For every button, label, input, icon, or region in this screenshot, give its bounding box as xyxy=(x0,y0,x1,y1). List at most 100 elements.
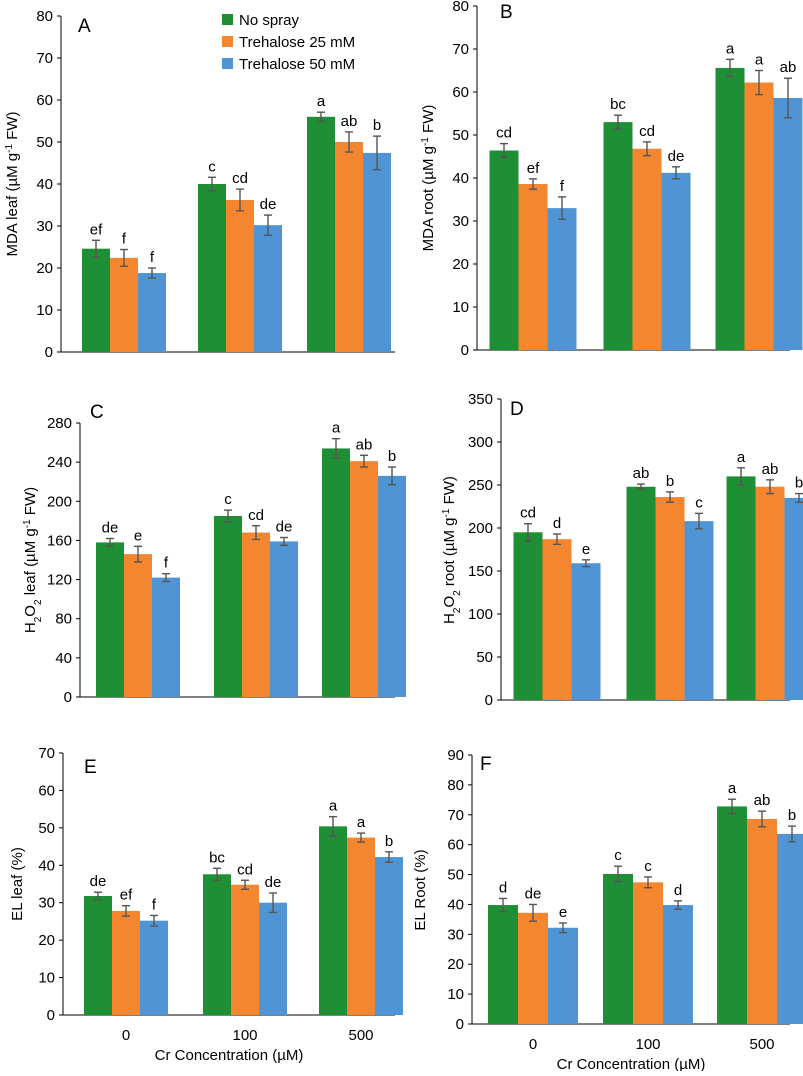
bar xyxy=(543,539,572,700)
bar xyxy=(656,497,685,700)
significance-letter: d xyxy=(499,879,507,896)
significance-letter: f xyxy=(560,178,565,195)
bar xyxy=(774,98,803,350)
y-tick-label: 0 xyxy=(47,1007,55,1024)
significance-letter: de xyxy=(276,518,293,535)
bar xyxy=(518,913,548,1024)
significance-letter: cd xyxy=(639,123,655,140)
significance-letter: a xyxy=(329,798,338,815)
y-tick-label: 40 xyxy=(447,896,464,913)
y-axis-label: H2O2 root (µM g-1 FW) xyxy=(441,476,463,624)
bar xyxy=(633,149,662,350)
y-axis-label: EL Root (%) xyxy=(412,849,429,930)
y-axis-label-part: FW) xyxy=(22,487,39,519)
significance-letter: ef xyxy=(90,221,103,238)
bar xyxy=(627,487,656,700)
y-tick-label: 80 xyxy=(55,611,72,628)
y-tick-label: 200 xyxy=(468,520,493,537)
y-tick-label: 30 xyxy=(452,213,469,230)
significance-letter: f xyxy=(122,231,127,248)
significance-letter: a xyxy=(728,780,737,797)
x-tick-label: 500 xyxy=(749,1036,774,1053)
significance-letter: ab xyxy=(341,113,358,130)
significance-letter: c xyxy=(695,494,703,511)
bar xyxy=(226,200,254,352)
y-axis-label-part: root (µM g xyxy=(441,517,458,590)
significance-letter: b xyxy=(666,473,674,490)
bar xyxy=(84,896,112,1015)
x-tick-label: 0 xyxy=(122,1027,130,1044)
significance-letter: a xyxy=(737,449,746,466)
y-tick-label: 10 xyxy=(38,970,55,987)
bar xyxy=(685,521,714,700)
significance-letter: a xyxy=(357,814,366,831)
legend-swatch xyxy=(222,14,233,25)
significance-letter: de xyxy=(265,874,282,891)
bar xyxy=(96,542,124,697)
y-axis-label-part: leaf (µM g xyxy=(22,528,39,599)
bar xyxy=(124,554,152,697)
y-tick-label: 10 xyxy=(447,986,464,1003)
y-axis-label: MDA root (µM g-1 FW) xyxy=(420,105,438,252)
y-axis-label-part: O xyxy=(441,596,458,608)
significance-letter: f xyxy=(152,896,157,913)
bar xyxy=(82,249,110,352)
y-tick-label: 10 xyxy=(36,302,53,319)
y-tick-label: 40 xyxy=(452,170,469,187)
bar xyxy=(716,68,745,350)
bar xyxy=(270,541,298,697)
y-tick-label: 0 xyxy=(485,692,493,709)
bar xyxy=(488,905,518,1024)
bar xyxy=(604,122,633,350)
y-tick-label: 350 xyxy=(468,391,493,408)
bar xyxy=(572,563,601,700)
y-axis-label-part: FW) xyxy=(4,111,21,143)
significance-letter: e xyxy=(559,904,567,921)
y-tick-label: 10 xyxy=(452,299,469,316)
significance-letter: c xyxy=(644,858,652,875)
y-tick-label: 70 xyxy=(452,41,469,58)
y-tick-label: 70 xyxy=(38,745,55,762)
bar xyxy=(727,476,756,700)
y-tick-label: 160 xyxy=(47,532,72,549)
x-tick-label: 100 xyxy=(232,1027,257,1044)
legend-item: No spray xyxy=(222,12,300,29)
bar xyxy=(785,498,803,700)
bar xyxy=(319,826,347,1015)
y-axis-label-part: FW) xyxy=(420,105,437,137)
y-axis-label-part: H xyxy=(441,613,458,624)
significance-letter: cd xyxy=(232,170,248,187)
y-tick-label: 0 xyxy=(64,689,72,706)
y-tick-label: 50 xyxy=(36,134,53,151)
x-axis-label: Cr Concentration (µM) xyxy=(155,1047,304,1064)
y-tick-label: 80 xyxy=(452,0,469,15)
panel-letter: B xyxy=(500,2,513,23)
y-tick-label: 60 xyxy=(38,782,55,799)
bar xyxy=(231,885,259,1015)
panel-letter: E xyxy=(84,757,97,778)
y-tick-label: 240 xyxy=(47,454,72,471)
x-tick-label: 500 xyxy=(348,1027,373,1044)
significance-letter: b xyxy=(373,117,381,134)
y-tick-label: 280 xyxy=(47,415,72,432)
significance-letter: de xyxy=(668,148,685,165)
significance-letter: ab xyxy=(356,436,373,453)
y-axis-label-part: O xyxy=(22,605,39,617)
y-tick-label: 60 xyxy=(36,92,53,109)
bar xyxy=(112,911,140,1015)
y-axis-label-part: MDA root (µM g xyxy=(420,146,437,251)
bar xyxy=(633,882,663,1024)
y-tick-label: 40 xyxy=(38,857,55,874)
bar xyxy=(152,578,180,697)
bar xyxy=(745,83,774,350)
significance-letter: b xyxy=(388,448,396,465)
significance-letter: de xyxy=(90,873,107,890)
y-tick-label: 50 xyxy=(38,820,55,837)
y-axis-label-part: MDA leaf (µM g xyxy=(4,153,21,257)
significance-letter: b xyxy=(795,475,803,492)
y-axis-label: MDA leaf (µM g-1 FW) xyxy=(4,111,22,256)
